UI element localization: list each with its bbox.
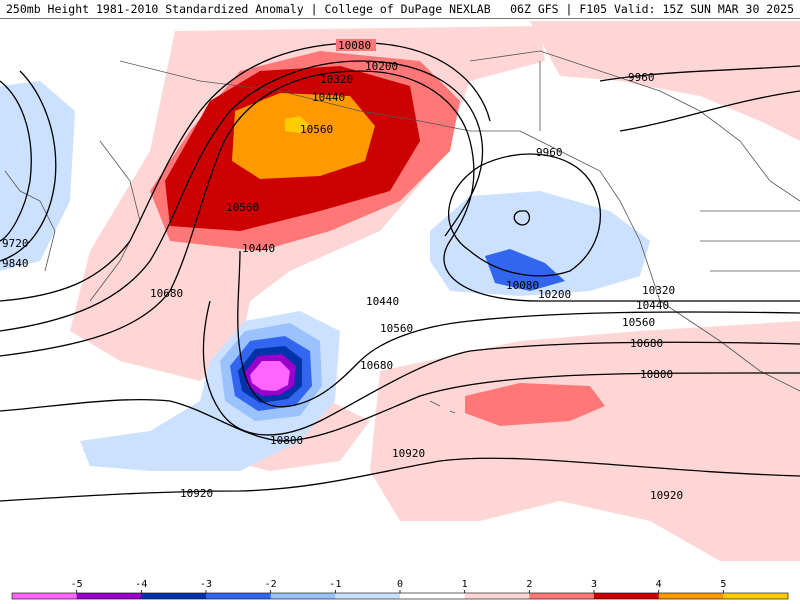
contour-label: 9840 xyxy=(2,257,29,270)
colorbar-label: 3 xyxy=(591,579,597,590)
colorbar-swatch xyxy=(141,593,207,599)
colorbar-label: 4 xyxy=(656,579,662,590)
anomaly-shading xyxy=(0,21,800,561)
positive-anomaly-2b xyxy=(465,383,605,426)
height-contours xyxy=(0,42,800,502)
contour-label: 10320 xyxy=(642,284,675,297)
positive-anomaly-5 xyxy=(285,116,310,133)
colorbar-swatch xyxy=(12,593,78,599)
coastlines xyxy=(4,50,800,414)
colorbar-label: 5 xyxy=(720,579,726,590)
contour-label: 10920 xyxy=(650,489,683,502)
colorbar-label: -4 xyxy=(135,579,147,590)
contour-label: 10200 xyxy=(365,60,398,73)
contour-label: 10440 xyxy=(366,295,399,308)
contour-labels: 10080 10200 10320 10440 10560 9960 9960 … xyxy=(2,39,683,502)
positive-anomaly-4 xyxy=(232,93,375,179)
contour-label: 10440 xyxy=(312,91,345,104)
contour-label: 9720 xyxy=(2,237,29,250)
map-title: 250mb Height 1981-2010 Standardized Anom… xyxy=(6,2,491,16)
colorbar-label: -2 xyxy=(265,579,277,590)
contour-label: 10800 xyxy=(270,434,303,447)
contour-label: 10560 xyxy=(226,201,259,214)
colorbar-swatch xyxy=(400,593,466,599)
contour-label: 10440 xyxy=(636,299,669,312)
colorbar-swatch xyxy=(335,593,401,599)
contour-label: 9960 xyxy=(628,71,655,84)
colorbar-label: 2 xyxy=(526,579,532,590)
negative-anomaly-west xyxy=(0,81,75,271)
colorbar-label: -5 xyxy=(71,579,83,590)
model-run-info: 06Z GFS | F105 Valid: 15Z SUN MAR 30 202… xyxy=(510,2,794,16)
contour-label: 10920 xyxy=(392,447,425,460)
colorbar-swatch xyxy=(529,593,595,599)
colorbar-swatch xyxy=(594,593,660,599)
contour-label: 10920 xyxy=(180,487,213,500)
colorbar-label: 1 xyxy=(462,579,468,590)
colorbar-swatch xyxy=(464,593,530,599)
colorbar-label: 0 xyxy=(397,579,403,590)
contour-label: 10320 xyxy=(320,73,353,86)
contour-label: 10440 xyxy=(242,242,275,255)
positive-anomaly-south xyxy=(370,321,800,561)
contour-label: 10680 xyxy=(630,337,663,350)
colorbar-swatch xyxy=(206,593,272,599)
colorbar: -5 -4 -3 -2 -1 0 1 2 3 4 5 xyxy=(0,576,800,600)
contour-label: 10200 xyxy=(538,288,571,301)
colorbar-swatch xyxy=(76,593,142,599)
contour-label: 10560 xyxy=(622,316,655,329)
contour-label: 9960 xyxy=(536,146,563,159)
anomaly-map: 10080 10200 10320 10440 10560 9960 9960 … xyxy=(0,18,800,577)
negative-anomaly-ne2 xyxy=(485,249,565,291)
colorbar-swatch xyxy=(723,593,789,599)
contour-label: 10680 xyxy=(150,287,183,300)
contour-label: 10080 xyxy=(506,279,539,292)
colorbar-swatch xyxy=(658,593,724,599)
negative-anomaly-ne xyxy=(430,191,650,296)
negative-anomaly-low-5 xyxy=(250,361,290,391)
contour-label: 10560 xyxy=(300,123,333,136)
positive-anomaly-east xyxy=(530,21,800,141)
contour-label: 10800 xyxy=(640,368,673,381)
colorbar-label: -3 xyxy=(200,579,212,590)
contour-label: 10080 xyxy=(338,39,371,52)
colorbar-label: -1 xyxy=(329,579,341,590)
colorbar-swatch xyxy=(270,593,336,599)
map-header: 250mb Height 1981-2010 Standardized Anom… xyxy=(0,0,800,18)
contour-label: 10560 xyxy=(380,322,413,335)
contour-label: 10680 xyxy=(360,359,393,372)
